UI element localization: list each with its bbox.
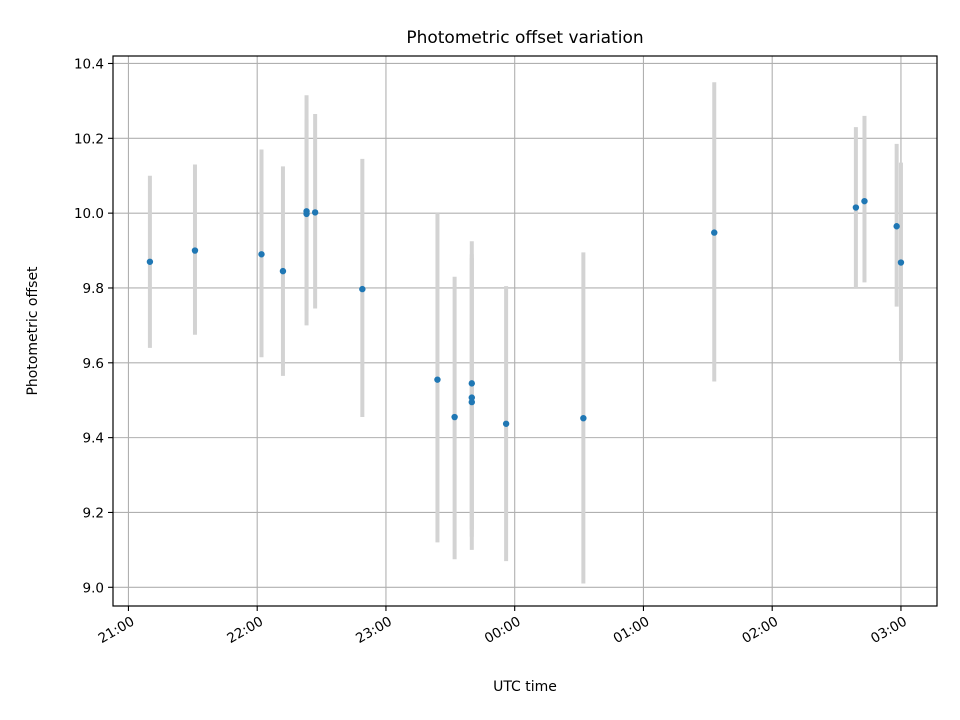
data-point <box>502 420 510 427</box>
x-axis-label: UTC time <box>493 679 557 695</box>
data-point <box>861 197 868 205</box>
data-point <box>359 285 366 293</box>
y-tick-label: 10.4 <box>74 56 104 72</box>
data-points <box>146 197 905 427</box>
plot-frame <box>112 55 938 607</box>
data-point <box>303 210 310 218</box>
y-tick-label: 10.2 <box>74 131 104 147</box>
y-tick-label: 9.4 <box>83 431 104 447</box>
data-point <box>580 414 587 422</box>
data-point <box>468 380 475 387</box>
data-point <box>468 398 475 406</box>
y-axis-ticks: 9.0 9.2 9.4 9.6 9.8 10.0 10.2 10.4 <box>74 56 113 596</box>
data-point <box>311 209 319 216</box>
data-point <box>434 376 441 383</box>
data-point <box>146 258 154 265</box>
data-point <box>852 204 860 211</box>
data-point <box>711 229 718 236</box>
data-point <box>258 251 265 258</box>
grid-lines <box>113 56 937 606</box>
data-point <box>279 267 287 275</box>
y-tick-label: 9.2 <box>83 505 104 521</box>
y-tick-label: 10.0 <box>74 206 104 222</box>
y-tick-label: 9.6 <box>83 356 104 372</box>
chart-title: Photometric offset variation <box>406 28 643 48</box>
y-axis-label: Photometric offset <box>25 266 41 396</box>
y-tick-label: 9.8 <box>83 281 104 297</box>
y-tick-label: 9.0 <box>83 580 104 596</box>
data-point <box>468 394 475 401</box>
data-point <box>191 247 199 254</box>
data-point <box>893 223 900 230</box>
data-point <box>451 413 458 421</box>
data-point <box>897 259 905 266</box>
